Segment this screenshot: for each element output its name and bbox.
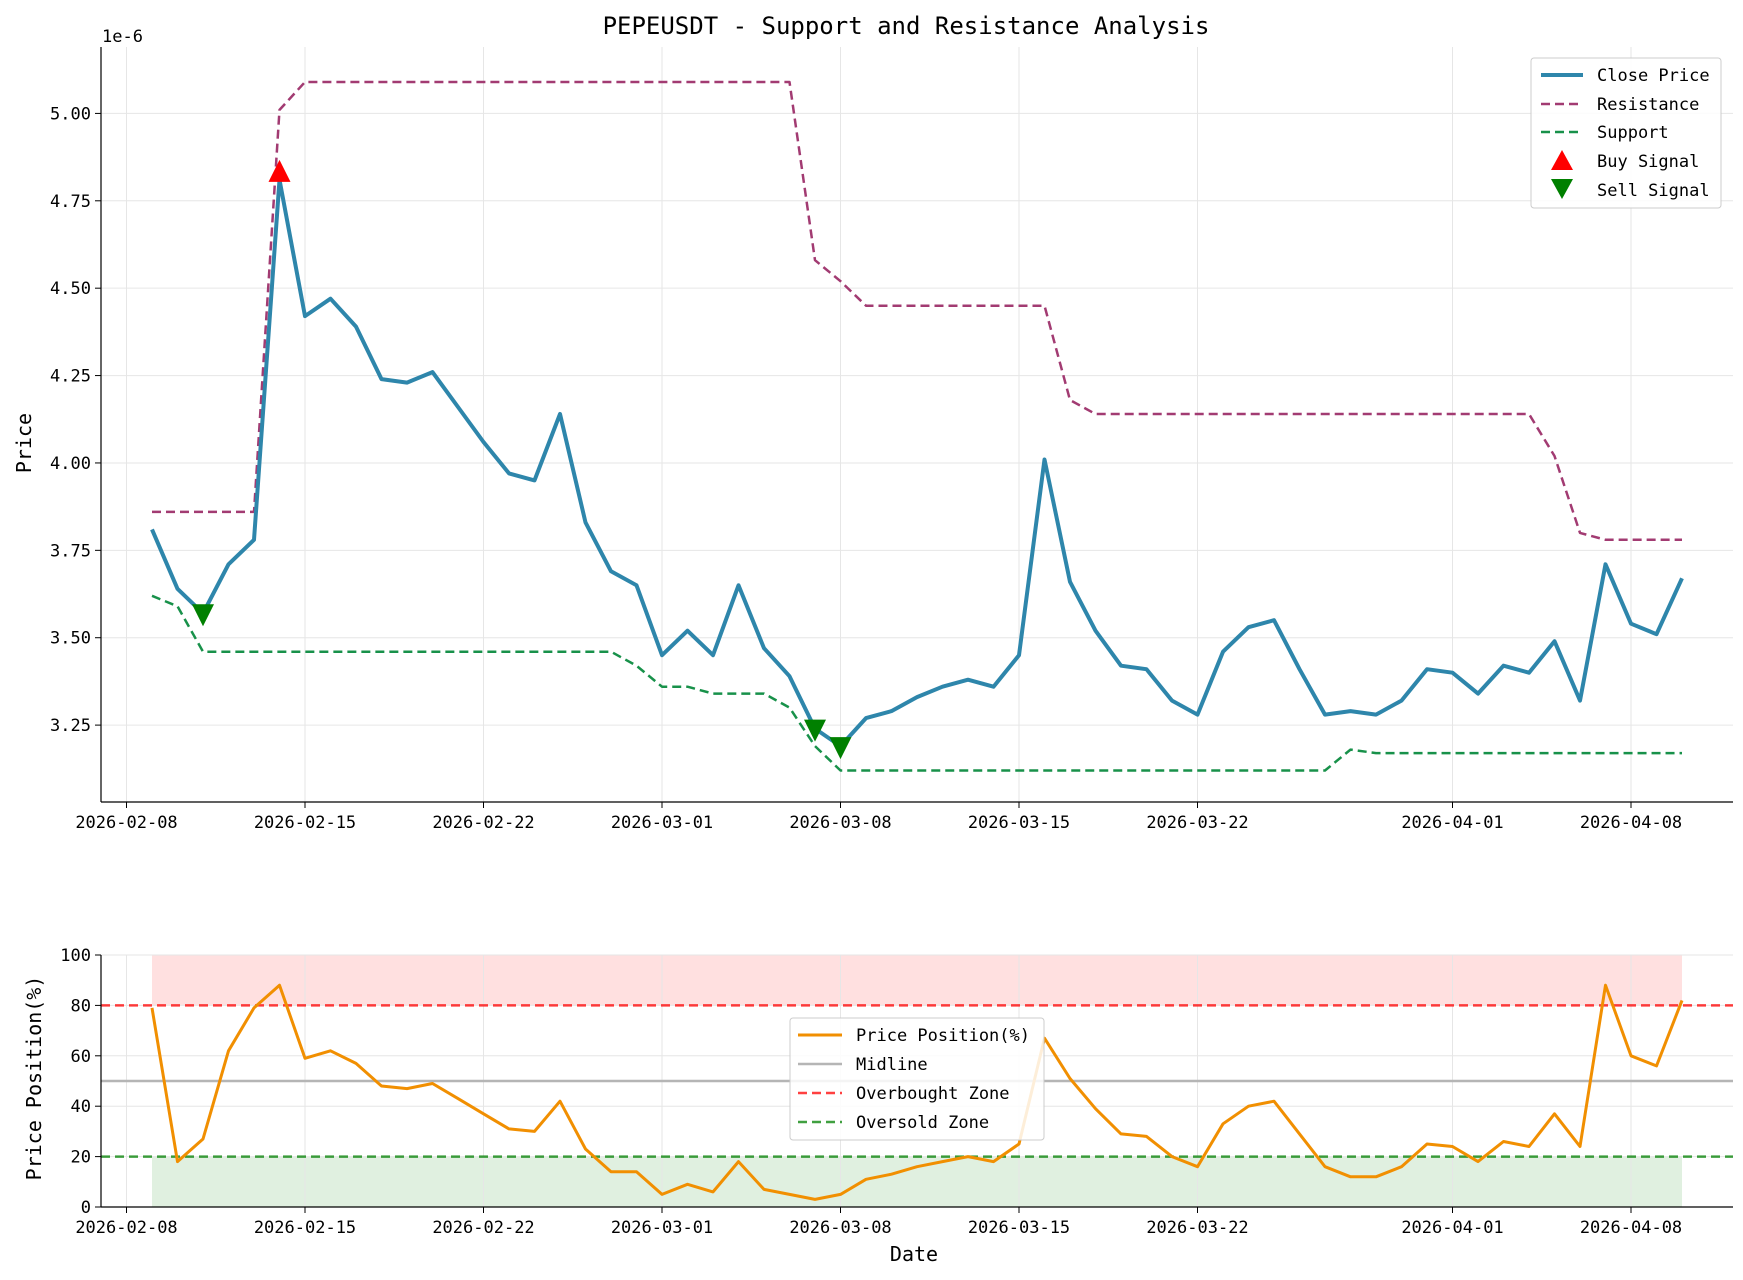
oversold-band: [152, 1156, 1682, 1207]
price-legend: Close Price Resistance Support Buy Signa…: [1530, 57, 1722, 209]
y-tick-label: 40: [71, 1097, 91, 1117]
resistance-line: [152, 80, 1682, 542]
x-tick-label: 2026-02-08: [75, 813, 177, 833]
price-legend-box: [1530, 57, 1722, 209]
legend-support-label: Support: [1597, 123, 1669, 143]
y-tick-label: 100: [60, 946, 91, 966]
position-legend-box: [789, 1017, 1045, 1141]
x-tick-label: 2026-03-22: [1146, 1218, 1248, 1238]
price-ticks: 2026-02-08 2026-02-15 2026-02-22 2026-03-01…: [50, 104, 1682, 833]
close-price-line: [150, 177, 1684, 749]
y-tick-label: 4.00: [50, 454, 91, 474]
position-plot-area: [150, 983, 1684, 1201]
x-tick-label: 2026-03-22: [1146, 813, 1248, 833]
sell-signal-marker: [804, 719, 826, 742]
legend-buy-signal-icon: [1551, 150, 1573, 170]
y-tick-label: 3.75: [50, 541, 91, 561]
y-tick-label: 20: [71, 1148, 91, 1168]
y-tick-label: 3.50: [50, 629, 91, 649]
x-tick-label: 2026-04-01: [1401, 813, 1503, 833]
position-ticks: 2026-02-08 2026-02-15 2026-02-22 2026-03-01…: [60, 946, 1682, 1238]
legend-resistance-label: Resistance: [1597, 95, 1699, 115]
y-tick-label: 0: [81, 1198, 91, 1218]
position-panel: 2026-02-08 2026-02-15 2026-02-22 2026-03-01…: [22, 946, 1733, 1266]
x-tick-label: 2026-03-15: [968, 813, 1070, 833]
position-legend: Price Position(%) Midline Overbought Zon…: [789, 1017, 1045, 1141]
x-tick-label: 2026-02-22: [432, 1218, 534, 1238]
price-axes: [100, 47, 1733, 803]
price-axis-label: Price: [12, 413, 36, 473]
x-tick-label: 2026-03-01: [611, 1218, 713, 1238]
x-tick-label: 2026-02-22: [432, 813, 534, 833]
sell-signal-marker: [192, 604, 214, 627]
legend-close-price-label: Close Price: [1597, 66, 1710, 86]
x-tick-label: 2026-02-15: [254, 1218, 356, 1238]
price-position-line: [150, 983, 1684, 1201]
buy-signal-marker: [268, 159, 291, 182]
legend-buy-signal-label: Buy Signal: [1597, 152, 1699, 172]
legend-sell-signal-label: Sell Signal: [1597, 181, 1710, 201]
y-tick-label: 4.75: [50, 192, 91, 212]
x-tick-label: 2026-04-08: [1580, 1218, 1682, 1238]
position-axes: [100, 955, 1733, 1208]
y-tick-label: 80: [71, 996, 91, 1016]
x-tick-label: 2026-03-08: [789, 1218, 891, 1238]
zone-bands: [152, 955, 1682, 1207]
x-tick-label: 2026-03-01: [611, 813, 713, 833]
y-tick-label: 60: [71, 1047, 91, 1067]
y-tick-label: 3.25: [50, 716, 91, 736]
x-tick-label: 2026-04-01: [1401, 1218, 1503, 1238]
legend-oversold-label: Oversold Zone: [856, 1113, 989, 1133]
y-tick-label: 4.25: [50, 367, 91, 387]
legend-price-position-label: Price Position(%): [856, 1026, 1030, 1046]
chart-title: PEPEUSDT - Support and Resistance Analys…: [603, 12, 1210, 40]
sell-signal-marker: [829, 737, 852, 760]
x-tick-label: 2026-03-08: [789, 813, 891, 833]
position-axis-label: Price Position(%): [22, 976, 46, 1181]
x-tick-label: 2026-03-15: [968, 1218, 1070, 1238]
offset-text: 1e-6: [102, 27, 143, 47]
x-tick-label: 2026-02-08: [75, 1218, 177, 1238]
price-plot-area: [150, 80, 1684, 772]
signal-markers: [192, 159, 852, 760]
y-tick-label: 5.00: [50, 104, 91, 124]
legend-overbought-label: Overbought Zone: [856, 1084, 1010, 1104]
legend-sell-signal-icon: [1551, 179, 1573, 199]
x-tick-label: 2026-04-08: [1580, 813, 1682, 833]
date-axis-label: Date: [890, 1242, 938, 1266]
price-panel: 2026-02-08 2026-02-15 2026-02-22 2026-03-01…: [12, 12, 1733, 833]
legend-midline-label: Midline: [856, 1055, 928, 1075]
y-tick-label: 4.50: [50, 279, 91, 299]
support-line: [151, 594, 1682, 772]
x-tick-label: 2026-02-15: [254, 813, 356, 833]
overbought-band: [152, 955, 1682, 1006]
